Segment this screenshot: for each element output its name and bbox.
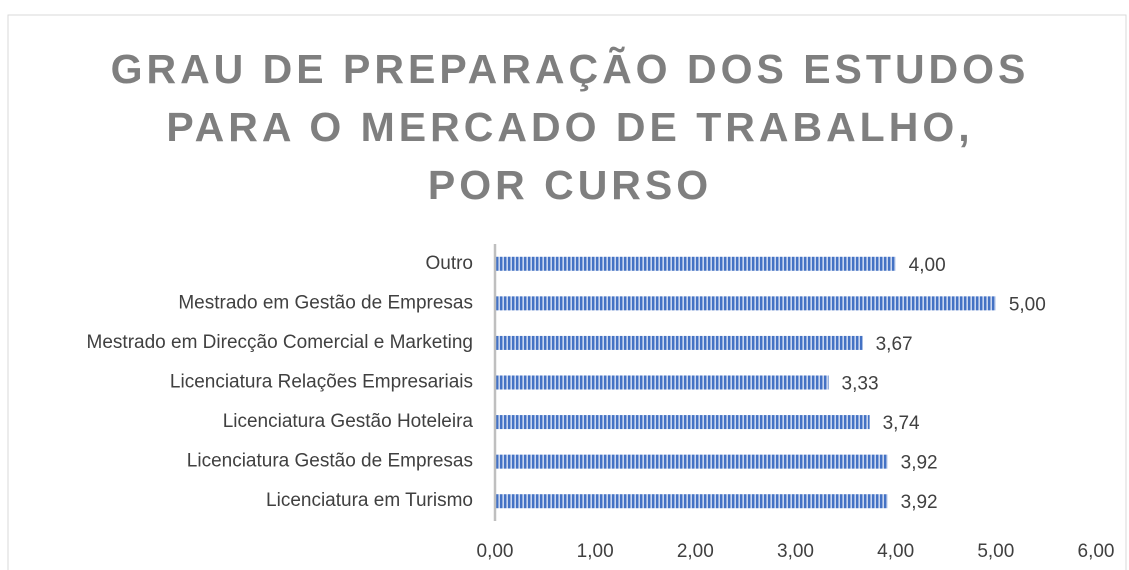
y-tick-label: Licenciatura Gestão de Empresas xyxy=(187,451,473,472)
data-label: 3,74 xyxy=(883,413,920,434)
x-tick-label: 2,00 xyxy=(677,541,714,562)
data-label: 4,00 xyxy=(909,255,946,276)
x-tick-label: 4,00 xyxy=(877,541,914,562)
chart-title: PARA O MERCADO DE TRABALHO, xyxy=(166,104,973,150)
y-tick-label: Licenciatura em Turismo xyxy=(266,490,473,511)
bar xyxy=(495,296,996,311)
y-tick-label: Licenciatura Relações Empresariais xyxy=(170,372,473,393)
y-tick-label: Outro xyxy=(425,253,473,274)
data-label: 3,67 xyxy=(876,334,913,355)
bar xyxy=(495,415,870,430)
data-label: 3,92 xyxy=(901,453,938,474)
chart-border xyxy=(7,14,1127,570)
x-tick-label: 6,00 xyxy=(1078,541,1115,562)
bar xyxy=(495,256,896,271)
bar xyxy=(495,494,888,509)
x-tick-label: 5,00 xyxy=(977,541,1014,562)
bar xyxy=(495,335,863,350)
bar xyxy=(495,454,888,469)
x-tick-label: 3,00 xyxy=(777,541,814,562)
data-label: 5,00 xyxy=(1009,294,1046,315)
bar xyxy=(495,375,829,390)
chart-title: POR CURSO xyxy=(428,162,712,208)
y-tick-label: Mestrado em Gestão de Empresas xyxy=(178,292,473,313)
data-label: 3,33 xyxy=(842,374,879,395)
chart-title: GRAU DE PREPARAÇÃO DOS ESTUDOS xyxy=(111,46,1030,92)
y-tick-label: Mestrado em Direcção Comercial e Marketi… xyxy=(87,332,473,353)
data-label: 3,92 xyxy=(901,492,938,513)
x-tick-label: 1,00 xyxy=(577,541,614,562)
y-tick-label: Licenciatura Gestão Hoteleira xyxy=(223,411,474,432)
x-tick-label: 0,00 xyxy=(477,541,514,562)
